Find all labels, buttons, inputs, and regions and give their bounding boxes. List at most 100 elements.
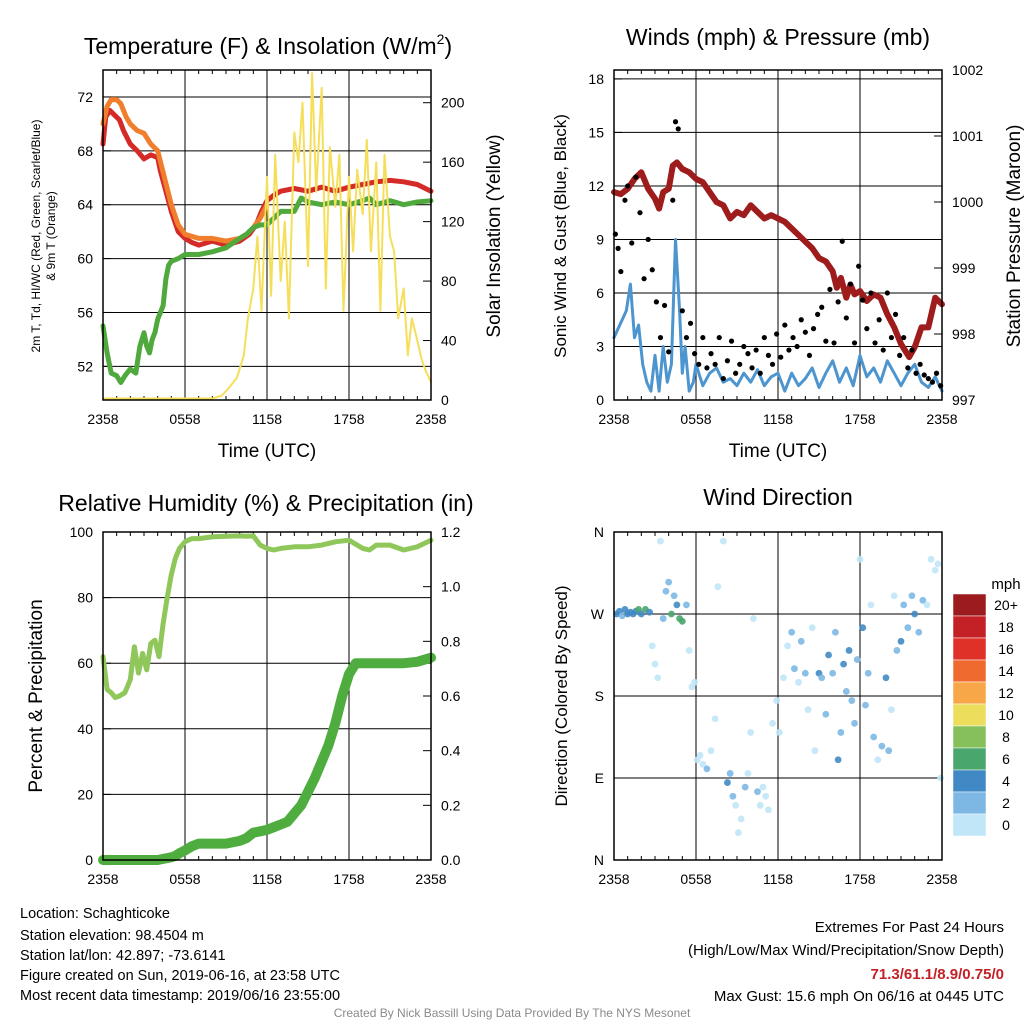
- y2-tick-label: 1001: [952, 128, 983, 144]
- y2-tick-label: 0.8: [441, 633, 461, 649]
- direction-point: [834, 756, 842, 764]
- colorbar-label: 4: [1002, 773, 1010, 789]
- colorbar-label: 10: [998, 707, 1014, 723]
- direction-point: [842, 688, 850, 695]
- gust-point: [625, 183, 631, 189]
- gust-point: [657, 334, 664, 341]
- gust-point: [913, 370, 919, 376]
- x-tick-label: 0558: [169, 871, 200, 887]
- direction-point: [691, 678, 699, 686]
- direction-point: [707, 747, 715, 755]
- direction-point: [780, 674, 787, 682]
- x-tick-label: 2358: [415, 871, 446, 887]
- direction-point: [908, 592, 916, 600]
- gust-point: [753, 347, 759, 353]
- y-tick-label: 18: [588, 71, 604, 87]
- gust-point: [810, 326, 817, 332]
- colorbar-label: 6: [1002, 751, 1010, 767]
- direction-point: [874, 756, 882, 764]
- direction-point: [840, 660, 847, 668]
- direction-point: [657, 537, 664, 545]
- colorbar-swatch: [952, 725, 987, 749]
- y2-tick-label: 80: [441, 273, 457, 289]
- gust-point: [790, 334, 796, 341]
- x-tick-label: 0558: [169, 411, 200, 427]
- direction-point: [911, 610, 919, 618]
- direction-point: [867, 601, 875, 609]
- x-tick-label: 1758: [333, 871, 364, 887]
- gust-point: [687, 320, 694, 326]
- direction-point: [734, 829, 742, 837]
- gust-point: [802, 329, 808, 335]
- y-tick-label: 12: [588, 178, 604, 194]
- direction-point: [856, 555, 864, 563]
- gust-point: [884, 290, 890, 296]
- direction-point: [878, 742, 886, 750]
- direction-panel: Wind Direction Direction (Colored By Spe…: [552, 484, 1021, 887]
- y-tick-label: 100: [70, 524, 94, 540]
- y-tick-label: 40: [77, 721, 93, 737]
- direction-point: [756, 801, 764, 809]
- gust-point: [765, 352, 772, 359]
- gust-point: [661, 302, 668, 309]
- y2-tick-label: 0.2: [441, 797, 461, 813]
- gust-point: [864, 326, 870, 332]
- colorbar-swatch: [952, 813, 987, 837]
- direction-point: [859, 624, 867, 632]
- y2-tick-label: 1.2: [441, 524, 461, 540]
- y-tick-label: 60: [77, 251, 93, 267]
- gust-point: [819, 304, 825, 310]
- direction-point: [724, 779, 731, 786]
- direction-point: [818, 674, 826, 682]
- humidity-panel: Relative Humidity (%) & Precipitation (i…: [26, 490, 474, 887]
- colorbar-label: 20+: [994, 597, 1018, 613]
- colorbar-swatch: [952, 747, 987, 771]
- direction-point: [848, 697, 856, 704]
- series-precipitation: [98, 652, 436, 865]
- y-tick-label: 3: [596, 338, 604, 354]
- gust-point: [925, 375, 931, 382]
- direction-point: [714, 583, 722, 591]
- x-tick-label: 2358: [87, 411, 118, 427]
- humidity-ylabel: Percent & Precipitation: [26, 599, 47, 792]
- x-tick-label: 2358: [598, 871, 629, 887]
- plot-frame: [102, 531, 432, 861]
- series-station-pressure: [611, 159, 945, 361]
- gust-point: [929, 379, 936, 385]
- gust-point: [909, 347, 915, 353]
- direction-point: [651, 660, 659, 668]
- info-location: Location: Schaghticoke: [20, 906, 170, 922]
- direction-point: [732, 801, 740, 809]
- x-tick-label: 2358: [598, 411, 629, 427]
- colorbar-swatch: [952, 791, 987, 815]
- gust-point: [786, 347, 792, 353]
- winds-title: Winds (mph) & Pressure (mb): [626, 24, 930, 50]
- gust-point: [679, 308, 685, 314]
- gust-point: [622, 197, 628, 203]
- extremes-values: 71.3/61.1/8.9/0.75/0: [870, 966, 1004, 983]
- x-tick-label: 0558: [680, 871, 711, 887]
- y2-tick-label: 200: [441, 95, 465, 111]
- gust-point: [629, 240, 635, 246]
- colorbar-swatch: [952, 769, 987, 793]
- y-tick-label: 20: [77, 786, 93, 802]
- y-tick-label: 52: [77, 358, 93, 374]
- series-sonic-wind: [612, 238, 944, 393]
- gust-point: [745, 351, 751, 357]
- gust-point: [831, 340, 837, 346]
- direction-point: [934, 560, 942, 568]
- y2-tick-label: 1000: [952, 194, 983, 210]
- plot-frame: [613, 69, 943, 401]
- gust-point: [696, 361, 702, 367]
- credit-line: Created By Nick Bassill Using Data Provi…: [333, 1006, 691, 1020]
- direction-point: [904, 624, 912, 632]
- humidity-title: Relative Humidity (%) & Precipitation (i…: [58, 490, 473, 516]
- colorbar-label: 2: [1002, 795, 1010, 811]
- grid: [103, 70, 431, 400]
- series-2m-t: [100, 107, 434, 248]
- colorbar-swatch: [952, 659, 987, 683]
- gust-point: [815, 311, 821, 317]
- gust-point: [872, 340, 878, 346]
- direction-point: [747, 729, 755, 736]
